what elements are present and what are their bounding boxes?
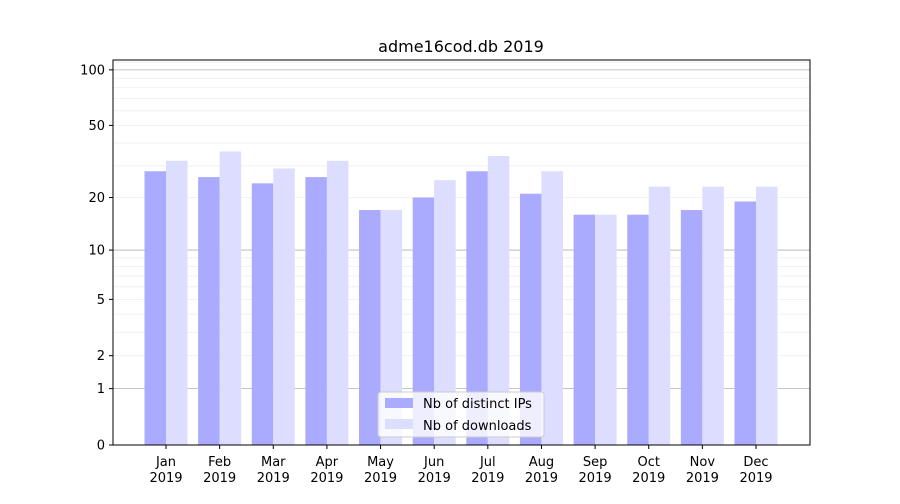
bar-distinct-ips — [573, 214, 596, 445]
y-tick-label: 50 — [88, 119, 105, 134]
legend-label-ips: Nb of distinct IPs — [423, 397, 532, 412]
bar-distinct-ips — [412, 197, 435, 445]
x-tick-label: Oct 2019 — [632, 455, 665, 486]
bar-distinct-ips — [734, 201, 756, 445]
bar-downloads — [702, 186, 724, 446]
y-tick-label: 5 — [97, 293, 105, 308]
x-tick-label: Sep 2019 — [579, 455, 612, 486]
y-tick-label: 1 — [97, 382, 105, 397]
bar-distinct-ips — [251, 183, 274, 445]
bar-downloads — [648, 186, 671, 446]
bar-downloads — [595, 214, 617, 445]
bar-downloads — [487, 155, 510, 446]
x-tick-label: Jan 2019 — [149, 455, 182, 486]
x-tick-label: Dec 2019 — [739, 455, 772, 486]
x-tick-label: Mar 2019 — [257, 455, 290, 486]
x-tick-label: Feb 2019 — [203, 455, 236, 486]
bar-downloads — [219, 151, 242, 446]
x-tick-label: Jul 2019 — [471, 455, 504, 486]
x-tick-label: Jun 2019 — [418, 455, 451, 486]
bar-downloads — [756, 186, 778, 446]
bar-distinct-ips — [198, 177, 220, 445]
plot-frame — [112, 59, 811, 446]
y-tick-label: 100 — [80, 63, 105, 78]
legend: Nb of distinct IPs Nb of downloads — [377, 391, 545, 438]
bar-distinct-ips — [680, 210, 703, 445]
bar-downloads — [326, 160, 349, 445]
y-tick-label: 10 — [88, 244, 105, 259]
y-tick-label: 2 — [97, 349, 105, 364]
chart-title: adme16cod.db 2019 — [378, 37, 544, 56]
legend-label-downloads: Nb of downloads — [423, 419, 532, 434]
y-tick-label: 20 — [88, 191, 105, 206]
legend-swatch-ips — [385, 398, 413, 408]
bar-distinct-ips — [627, 214, 649, 445]
bar-distinct-ips — [144, 171, 166, 445]
y-tick-label: 0 — [97, 439, 105, 454]
legend-box — [377, 391, 545, 438]
bar-distinct-ips — [359, 210, 381, 445]
x-tick-label: Aug 2019 — [525, 455, 558, 486]
bar-distinct-ips — [519, 193, 542, 445]
bar-downloads — [166, 160, 188, 445]
x-tick-label: Nov 2019 — [686, 455, 719, 486]
bar-downloads — [541, 171, 563, 445]
bar-distinct-ips — [466, 171, 488, 445]
bar-downloads — [380, 210, 403, 445]
bar-downloads — [273, 168, 295, 445]
bar-distinct-ips — [305, 177, 327, 445]
legend-swatch-downloads — [385, 419, 413, 429]
bar-downloads — [434, 180, 456, 445]
x-tick-label: Apr 2019 — [310, 455, 343, 486]
x-tick-label: May 2019 — [364, 455, 397, 486]
